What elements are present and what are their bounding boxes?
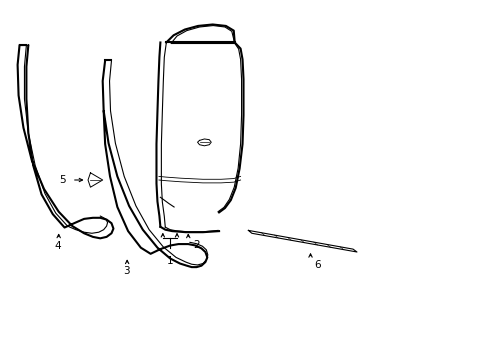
Text: 4: 4 bbox=[54, 241, 61, 251]
Text: 5: 5 bbox=[59, 175, 66, 185]
Text: 6: 6 bbox=[313, 260, 320, 270]
Text: 3: 3 bbox=[122, 266, 129, 276]
Text: 1: 1 bbox=[166, 256, 173, 266]
Polygon shape bbox=[248, 230, 356, 252]
Text: 2: 2 bbox=[193, 240, 200, 251]
